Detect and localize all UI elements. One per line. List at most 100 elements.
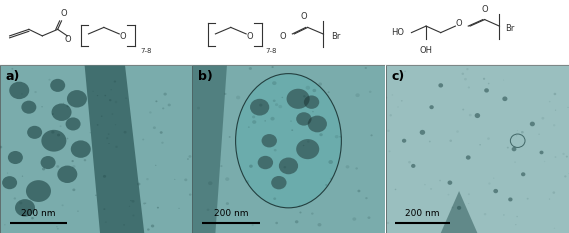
Text: O: O [64, 35, 71, 44]
Text: OH: OH [419, 46, 432, 55]
Circle shape [115, 124, 116, 125]
Circle shape [105, 95, 106, 96]
Circle shape [549, 199, 550, 200]
Circle shape [402, 139, 406, 143]
Circle shape [112, 113, 113, 115]
Circle shape [8, 151, 23, 164]
Circle shape [544, 161, 545, 162]
Circle shape [488, 182, 490, 185]
Circle shape [356, 167, 358, 170]
Circle shape [274, 149, 277, 151]
Circle shape [31, 217, 34, 219]
Circle shape [330, 178, 333, 180]
Text: b): b) [198, 70, 213, 83]
Circle shape [252, 116, 255, 118]
Circle shape [273, 99, 275, 102]
Circle shape [208, 181, 212, 185]
Circle shape [236, 96, 240, 99]
Circle shape [252, 120, 256, 124]
Circle shape [84, 159, 86, 161]
Circle shape [295, 220, 299, 223]
Circle shape [50, 79, 65, 92]
Circle shape [272, 81, 277, 85]
Circle shape [303, 145, 304, 146]
Circle shape [291, 129, 293, 131]
Circle shape [77, 211, 79, 212]
Text: O: O [119, 32, 126, 41]
Circle shape [133, 215, 134, 216]
Circle shape [224, 93, 226, 95]
Circle shape [42, 106, 43, 107]
Circle shape [503, 214, 505, 216]
Circle shape [451, 206, 453, 209]
Circle shape [109, 99, 112, 101]
Circle shape [357, 190, 360, 192]
Circle shape [298, 206, 300, 207]
Circle shape [226, 202, 229, 205]
Circle shape [303, 95, 306, 97]
Circle shape [448, 181, 452, 185]
Circle shape [249, 67, 252, 70]
Circle shape [424, 184, 426, 185]
Circle shape [163, 93, 167, 96]
Circle shape [143, 202, 146, 204]
Circle shape [103, 175, 106, 178]
Circle shape [555, 156, 556, 158]
Circle shape [488, 83, 489, 84]
Circle shape [538, 134, 540, 135]
Circle shape [405, 71, 406, 72]
Circle shape [34, 91, 37, 93]
Circle shape [56, 226, 57, 227]
Circle shape [2, 176, 17, 189]
Circle shape [450, 140, 452, 142]
Circle shape [42, 130, 67, 152]
Text: 200 nm: 200 nm [405, 209, 440, 218]
Circle shape [516, 135, 517, 136]
Circle shape [137, 183, 141, 185]
Circle shape [71, 140, 91, 158]
Circle shape [457, 206, 461, 210]
Circle shape [56, 165, 59, 168]
Circle shape [115, 146, 118, 148]
Circle shape [52, 103, 72, 121]
Circle shape [430, 188, 432, 190]
Circle shape [271, 176, 287, 189]
Circle shape [493, 189, 498, 193]
Circle shape [189, 193, 192, 196]
Circle shape [439, 180, 441, 181]
Text: 7-8: 7-8 [265, 48, 277, 54]
Circle shape [515, 224, 517, 225]
Circle shape [160, 131, 163, 134]
Circle shape [483, 78, 485, 80]
Circle shape [479, 144, 481, 145]
Text: 200 nm: 200 nm [21, 209, 56, 218]
Circle shape [552, 191, 555, 194]
Circle shape [503, 79, 504, 81]
Text: 200 nm: 200 nm [213, 209, 248, 218]
Circle shape [153, 126, 156, 129]
Circle shape [250, 99, 269, 116]
Circle shape [278, 105, 282, 108]
Circle shape [22, 101, 36, 114]
Circle shape [296, 112, 312, 126]
Circle shape [9, 82, 29, 99]
Circle shape [168, 104, 171, 106]
Circle shape [207, 209, 209, 211]
Circle shape [174, 179, 175, 180]
Circle shape [312, 89, 316, 92]
Circle shape [464, 78, 467, 80]
Circle shape [339, 136, 341, 137]
Circle shape [60, 125, 61, 127]
Circle shape [325, 184, 327, 186]
Circle shape [57, 166, 77, 183]
Circle shape [542, 117, 545, 120]
Text: O: O [247, 32, 253, 41]
Circle shape [555, 110, 556, 111]
Circle shape [462, 109, 464, 110]
Circle shape [466, 68, 469, 70]
Circle shape [67, 90, 87, 107]
Circle shape [308, 116, 327, 132]
Text: c): c) [391, 70, 405, 83]
Circle shape [319, 133, 323, 136]
Circle shape [466, 155, 471, 160]
